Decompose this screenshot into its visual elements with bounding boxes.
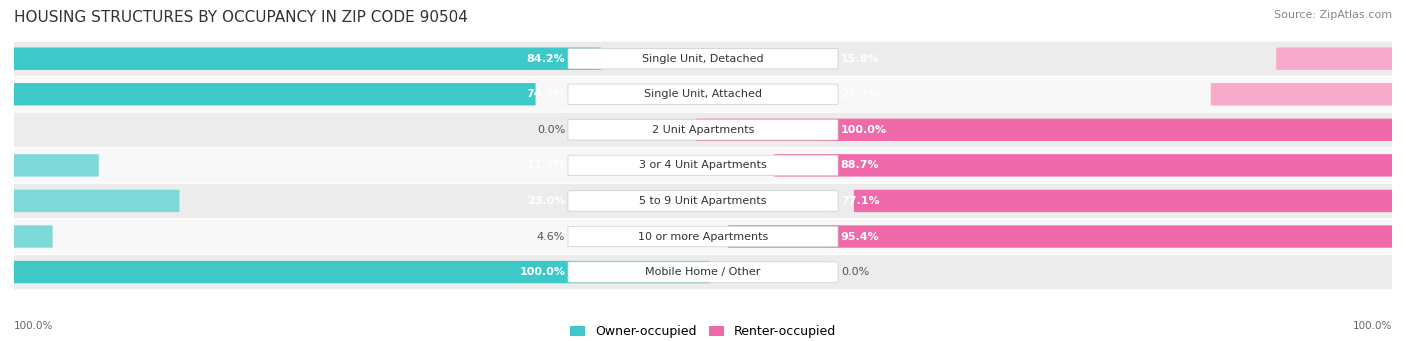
- FancyBboxPatch shape: [568, 226, 838, 247]
- Text: Single Unit, Attached: Single Unit, Attached: [644, 89, 762, 99]
- Text: 23.0%: 23.0%: [527, 196, 565, 206]
- FancyBboxPatch shape: [728, 225, 1399, 248]
- FancyBboxPatch shape: [0, 220, 1406, 254]
- Text: 25.3%: 25.3%: [841, 89, 879, 99]
- Text: 100.0%: 100.0%: [14, 321, 53, 331]
- FancyBboxPatch shape: [568, 262, 838, 282]
- FancyBboxPatch shape: [0, 184, 1406, 218]
- Text: 88.7%: 88.7%: [841, 160, 879, 170]
- Text: 0.0%: 0.0%: [537, 125, 565, 135]
- FancyBboxPatch shape: [773, 154, 1399, 177]
- Legend: Owner-occupied, Renter-occupied: Owner-occupied, Renter-occupied: [569, 325, 837, 338]
- Text: 100.0%: 100.0%: [519, 267, 565, 277]
- FancyBboxPatch shape: [0, 113, 1406, 147]
- FancyBboxPatch shape: [568, 155, 838, 176]
- Text: 15.8%: 15.8%: [841, 54, 879, 64]
- Text: 95.4%: 95.4%: [841, 232, 880, 241]
- FancyBboxPatch shape: [696, 119, 1399, 141]
- FancyBboxPatch shape: [0, 42, 1406, 76]
- FancyBboxPatch shape: [853, 190, 1399, 212]
- Text: Mobile Home / Other: Mobile Home / Other: [645, 267, 761, 277]
- Text: 77.1%: 77.1%: [841, 196, 879, 206]
- FancyBboxPatch shape: [568, 191, 838, 211]
- FancyBboxPatch shape: [1211, 83, 1399, 105]
- Text: 2 Unit Apartments: 2 Unit Apartments: [652, 125, 754, 135]
- FancyBboxPatch shape: [7, 47, 600, 70]
- FancyBboxPatch shape: [7, 83, 536, 105]
- Text: 3 or 4 Unit Apartments: 3 or 4 Unit Apartments: [640, 160, 766, 170]
- FancyBboxPatch shape: [7, 261, 710, 283]
- FancyBboxPatch shape: [568, 48, 838, 69]
- Text: 4.6%: 4.6%: [537, 232, 565, 241]
- Text: 100.0%: 100.0%: [841, 125, 887, 135]
- FancyBboxPatch shape: [7, 154, 98, 177]
- FancyBboxPatch shape: [0, 255, 1406, 289]
- FancyBboxPatch shape: [1277, 47, 1399, 70]
- FancyBboxPatch shape: [0, 77, 1406, 111]
- Text: 0.0%: 0.0%: [841, 267, 869, 277]
- Text: 74.7%: 74.7%: [526, 89, 565, 99]
- FancyBboxPatch shape: [7, 190, 180, 212]
- FancyBboxPatch shape: [0, 148, 1406, 182]
- FancyBboxPatch shape: [568, 120, 838, 140]
- Text: 84.2%: 84.2%: [526, 54, 565, 64]
- Text: 10 or more Apartments: 10 or more Apartments: [638, 232, 768, 241]
- Text: 11.3%: 11.3%: [527, 160, 565, 170]
- FancyBboxPatch shape: [568, 84, 838, 104]
- Text: HOUSING STRUCTURES BY OCCUPANCY IN ZIP CODE 90504: HOUSING STRUCTURES BY OCCUPANCY IN ZIP C…: [14, 10, 468, 25]
- Text: Source: ZipAtlas.com: Source: ZipAtlas.com: [1274, 10, 1392, 20]
- FancyBboxPatch shape: [7, 225, 52, 248]
- Text: Single Unit, Detached: Single Unit, Detached: [643, 54, 763, 64]
- Text: 5 to 9 Unit Apartments: 5 to 9 Unit Apartments: [640, 196, 766, 206]
- Text: 100.0%: 100.0%: [1353, 321, 1392, 331]
